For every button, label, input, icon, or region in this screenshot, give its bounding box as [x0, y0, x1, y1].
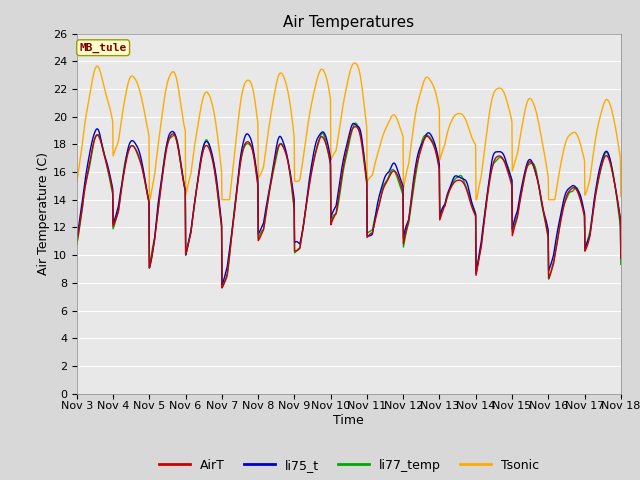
Tsonic — [73, 179, 81, 185]
Legend: AirT, li75_t, li77_temp, Tsonic: AirT, li75_t, li77_temp, Tsonic — [154, 454, 544, 477]
Tsonic — [195, 121, 202, 127]
Tsonic — [553, 184, 561, 190]
Tsonic — [617, 193, 625, 199]
Line: Tsonic: Tsonic — [77, 63, 621, 200]
AirT — [255, 237, 263, 242]
AirT — [180, 184, 188, 190]
AirT — [218, 285, 226, 291]
AirT — [194, 179, 202, 184]
li77_temp — [73, 242, 81, 248]
li77_temp — [218, 285, 226, 290]
li77_temp — [434, 156, 442, 162]
Line: AirT: AirT — [77, 127, 621, 288]
li75_t — [180, 185, 188, 191]
li75_t — [617, 254, 625, 260]
AirT — [351, 124, 359, 130]
Y-axis label: Air Temperature (C): Air Temperature (C) — [37, 152, 50, 275]
Line: li75_t: li75_t — [77, 123, 621, 285]
Title: Air Temperatures: Air Temperatures — [284, 15, 414, 30]
li77_temp — [351, 120, 359, 126]
li75_t — [194, 177, 202, 183]
li75_t — [434, 153, 442, 159]
AirT — [434, 159, 442, 165]
Text: MB_tule: MB_tule — [79, 43, 127, 53]
li75_t — [73, 237, 81, 242]
Tsonic — [351, 60, 358, 66]
li77_temp — [255, 234, 263, 240]
li75_t — [349, 120, 357, 126]
li77_temp — [194, 179, 202, 184]
X-axis label: Time: Time — [333, 414, 364, 427]
Tsonic — [181, 127, 189, 132]
Tsonic — [255, 174, 263, 180]
li75_t — [255, 230, 263, 236]
li75_t — [218, 282, 226, 288]
Line: li77_temp: li77_temp — [77, 123, 621, 288]
AirT — [617, 255, 625, 261]
li77_temp — [617, 262, 625, 267]
Tsonic — [145, 197, 153, 203]
li75_t — [553, 231, 561, 237]
AirT — [553, 240, 561, 246]
li77_temp — [553, 241, 561, 247]
li77_temp — [180, 183, 188, 189]
AirT — [73, 240, 81, 245]
AirT — [505, 172, 513, 178]
Tsonic — [505, 106, 513, 111]
Tsonic — [434, 99, 442, 105]
li77_temp — [505, 167, 513, 172]
li75_t — [505, 168, 513, 174]
